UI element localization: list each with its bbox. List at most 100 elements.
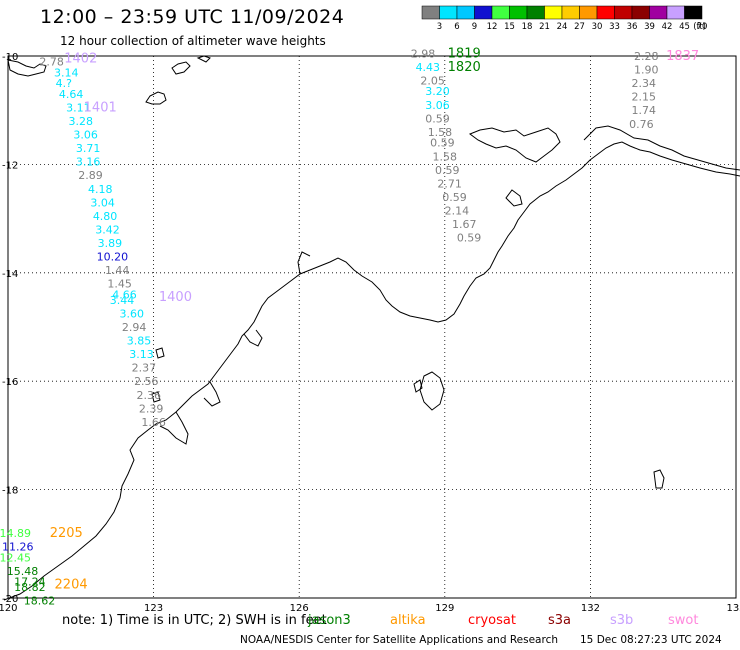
legend-bin-label: 15 (504, 22, 515, 32)
pass-time-label: 2205 (50, 526, 83, 541)
legend-swatch (509, 5, 528, 20)
lat-tick-label: -20 (2, 594, 18, 605)
pass-time-label: 1819 (448, 46, 481, 61)
wave-height-label: 4.? (56, 77, 72, 90)
legend-bin-label: 70 (697, 22, 708, 32)
wave-height-label: 3.06 (425, 99, 450, 112)
lat-tick-label: -12 (2, 160, 18, 171)
wave-height-label: 2.14 (445, 204, 470, 217)
satellite-swot: swot (668, 613, 699, 628)
legend-bin-label: 12 (487, 22, 498, 32)
wave-height-label: 3.85 (127, 335, 152, 348)
pass-time-label: 1400 (159, 290, 192, 305)
wave-height-label: 0.59 (430, 137, 455, 150)
lat-tick-label: -14 (2, 269, 18, 280)
satellite-jason3: jason3 (308, 613, 351, 628)
pass-time-label: 1820 (448, 60, 481, 75)
timestamp-text: 15 Dec 08:27:23 UTC 2024 (580, 634, 722, 646)
legend-bin-label: 30 (592, 22, 603, 32)
legend-swatch (544, 5, 563, 20)
wave-height-label: 2.05 (420, 74, 445, 87)
legend-swatch (474, 5, 493, 20)
wave-height-label: 10.20 (97, 251, 129, 264)
wave-height-label: 4.66 (112, 288, 137, 301)
legend-bin-label: 9 (472, 22, 477, 32)
lon-tick-label: 126 (290, 603, 309, 614)
legend-swatch (614, 5, 633, 20)
wave-height-label: 3.13 (129, 348, 154, 361)
footer-note: note: 1) Time is in UTC; 2) SWH is in fe… (62, 613, 327, 628)
legend-bin-label: 24 (557, 22, 568, 32)
wave-height-label: 1.45 (107, 278, 132, 291)
satellite-cryosat: cryosat (468, 613, 516, 628)
legend-bin-label: 42 (662, 22, 673, 32)
wave-height-label: 3.44 (110, 294, 135, 307)
legend-bin-label: 27 (574, 22, 585, 32)
legend-swatch (421, 5, 440, 20)
wave-height-label: 0.59 (457, 232, 482, 245)
wave-height-label: 2.98 (411, 47, 436, 60)
wave-height-label: 2.39 (139, 402, 164, 415)
wave-height-label: 1.58 (433, 150, 458, 163)
legend-bin-label: 39 (644, 22, 655, 32)
pass-time-label: 2204 (55, 577, 88, 592)
wave-height-label: 3.16 (76, 156, 101, 169)
pass-time-label: 1401 (84, 100, 117, 115)
lat-tick-label: -16 (2, 377, 18, 388)
lon-tick-label: 123 (144, 603, 163, 614)
legend-bin-label: 45 (679, 22, 690, 32)
wave-height-label: 3.11 (66, 101, 91, 114)
wave-height-label: 4.80 (93, 210, 118, 223)
legend-swatch (491, 5, 510, 20)
pass-time-label: 1402 (64, 52, 97, 67)
wave-height-label: 3.28 (69, 115, 94, 128)
wave-height-label: 4.64 (59, 88, 84, 101)
wave-height-label: 3.04 (90, 196, 115, 209)
lon-tick-label: 120 (0, 603, 18, 614)
wave-height-label: 12.45 (0, 551, 31, 564)
legend-swatch (439, 5, 458, 20)
wave-height-label: 15.48 (7, 565, 39, 578)
wave-height-label: 3.60 (120, 307, 145, 320)
wave-height-label: 1.67 (452, 218, 477, 231)
credit-text: NOAA/NESDIS Center for Satellite Applica… (240, 634, 558, 646)
wave-height-label: 1.44 (105, 264, 130, 277)
legend-bin-label: 21 (539, 22, 550, 32)
wave-height-label: 2.56 (134, 375, 159, 388)
legend-swatch (561, 5, 580, 20)
wave-height-label: 0.59 (425, 112, 450, 125)
wave-height-label: 2.36 (136, 389, 161, 402)
wave-height-label: 0.59 (442, 191, 467, 204)
wave-height-label: 2.34 (632, 77, 657, 90)
legend-swatch (684, 5, 703, 20)
map-frame (7, 55, 737, 599)
legend-swatch (631, 5, 650, 20)
wave-height-label: 2.15 (632, 91, 657, 104)
lon-tick-label: 135 (726, 603, 740, 614)
legend-bin-label: 3 (437, 22, 442, 32)
wave-height-label: 2.37 (132, 362, 157, 375)
legend-swatch (579, 5, 598, 20)
legend-swatch (649, 5, 668, 20)
pass-time-label: 1837 (666, 49, 699, 64)
coastline (3, 55, 740, 601)
legend-swatch (456, 5, 475, 20)
wave-height-label: 3.06 (73, 129, 98, 142)
wave-height-label: 4.18 (88, 183, 113, 196)
lon-tick-label: 129 (435, 603, 454, 614)
wave-height-label: 18.62 (24, 595, 56, 608)
page-title: 12:00 – 23:59 UTC 11/09/2024 (40, 6, 345, 28)
legend-bin-label: 33 (609, 22, 620, 32)
wave-height-label: 1.90 (634, 64, 659, 77)
lon-tick-label: 132 (581, 603, 600, 614)
legend-swatch (526, 5, 545, 20)
page-subtitle: 12 hour collection of altimeter wave hei… (60, 34, 326, 48)
wave-height-labels: 2.78 14023.144.?4.643.113.283.063.713.162… (0, 46, 699, 607)
wave-height-label: 2.28 (634, 50, 659, 63)
wave-height-label: 3.71 (76, 142, 101, 155)
wave-height-label: 18.82 (14, 581, 46, 594)
legend-swatch (596, 5, 615, 20)
wave-height-label: 2.78 (39, 55, 64, 68)
